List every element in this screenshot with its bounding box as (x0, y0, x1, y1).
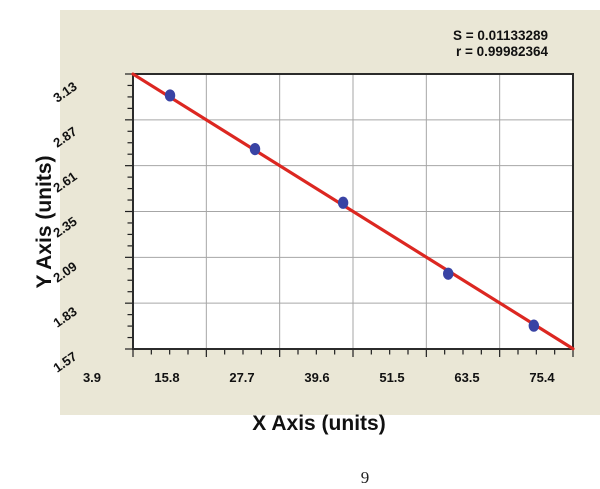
page-number: 9 (360, 468, 370, 487)
y-axis-title: Y Axis (units) (33, 155, 56, 288)
data-point (443, 267, 454, 280)
data-points (164, 89, 540, 332)
data-point (337, 196, 349, 209)
x-tick-label: 51.5 (379, 370, 404, 385)
x-tick-label: 15.8 (154, 370, 179, 385)
gridlines (133, 74, 573, 349)
x-axis-title: X Axis (units) (252, 412, 385, 435)
x-tick-label: 27.7 (229, 370, 254, 385)
x-tick-label: 63.5 (454, 370, 479, 385)
data-point (164, 89, 176, 102)
plot-border (132, 73, 574, 350)
data-point (249, 143, 261, 156)
stat-s-value: S = 0.01133289 (453, 28, 548, 43)
x-tick-label: 39.6 (304, 370, 329, 385)
x-tick-labels: 3.9 15.8 27.7 39.6 51.5 63.5 75.4 (83, 370, 555, 385)
stat-r-value: r = 0.99982364 (456, 44, 548, 59)
data-point (528, 319, 540, 332)
fit-line (131, 72, 575, 351)
axis-ticks (125, 73, 574, 357)
x-tick-label: 3.9 (83, 370, 101, 385)
x-tick-label: 75.4 (529, 370, 555, 385)
